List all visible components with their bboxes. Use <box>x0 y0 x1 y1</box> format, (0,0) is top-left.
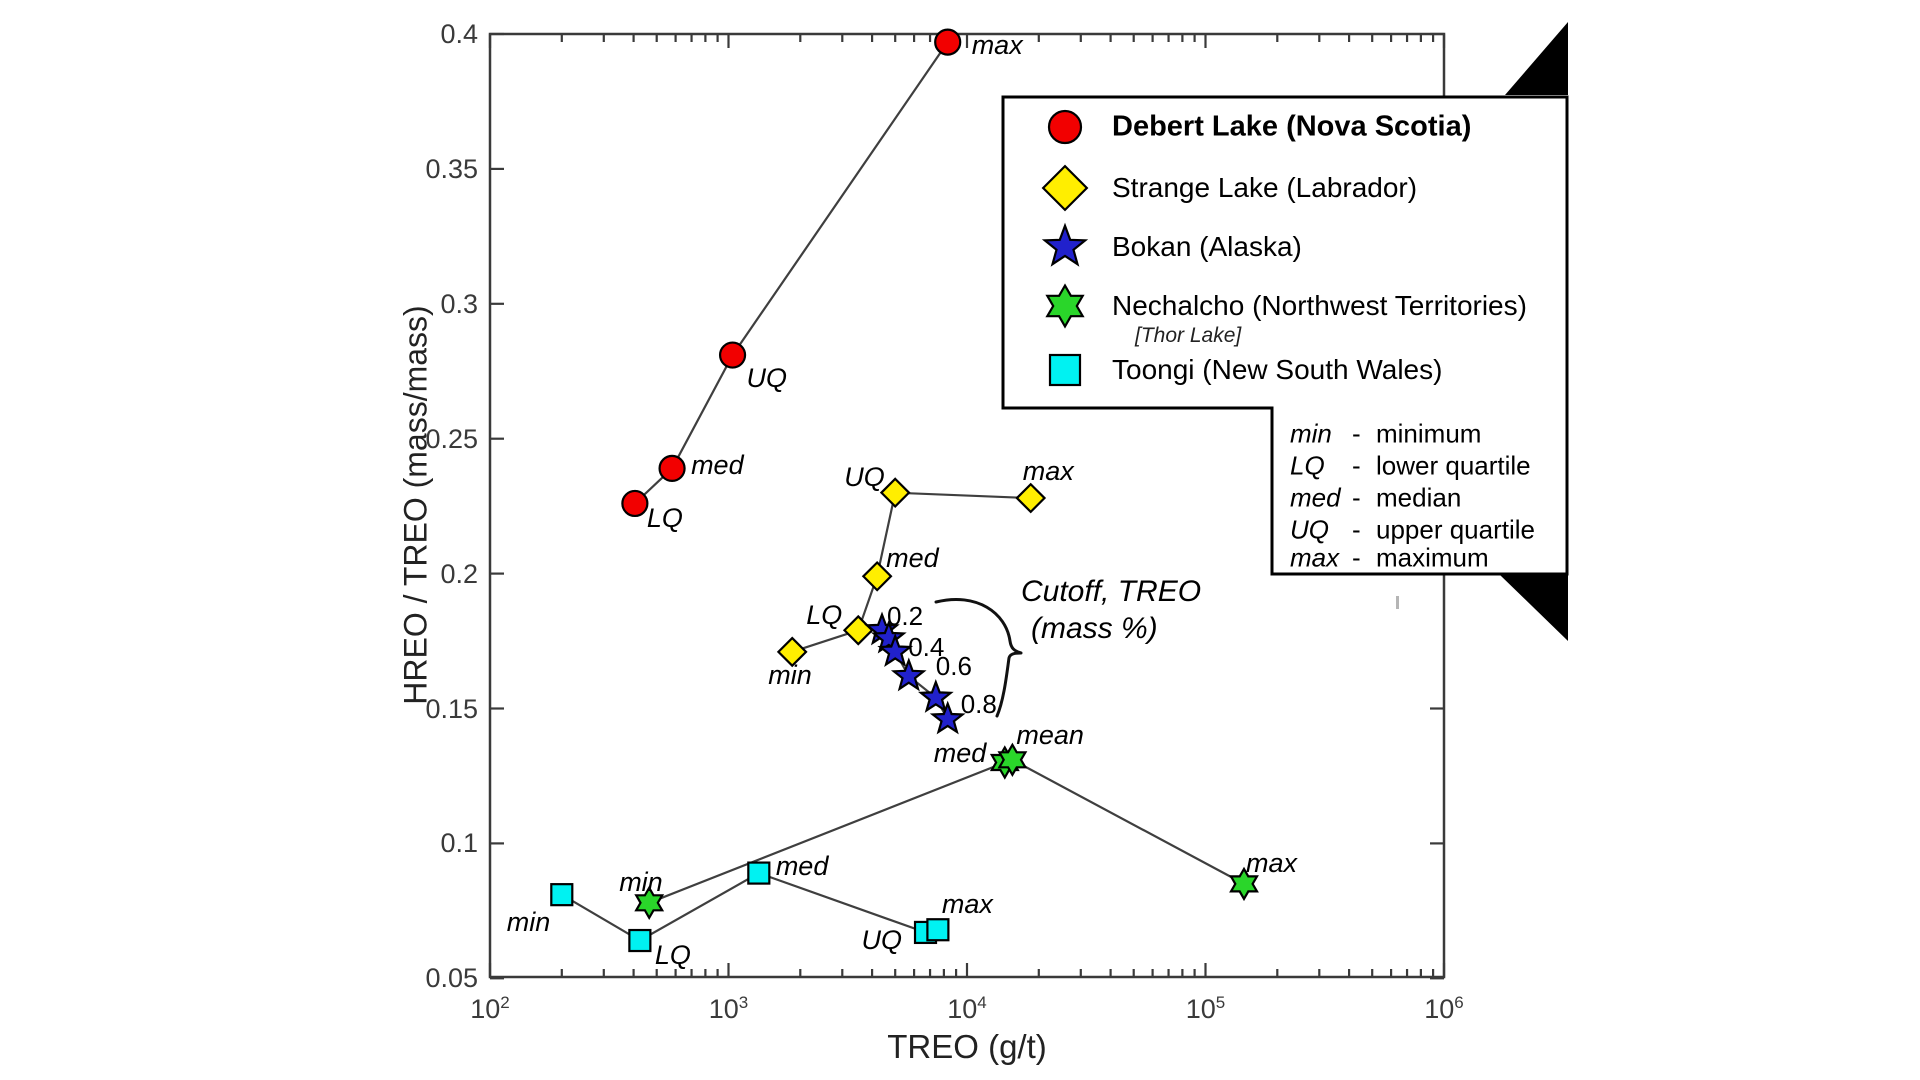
definition-LQ: LQ - lower quartile <box>1290 450 1531 481</box>
y-tick-label: 0.1 <box>440 828 478 859</box>
point-label-med: med <box>933 738 987 769</box>
axis-ticks <box>488 32 1446 980</box>
legend-label-1: Debert Lake (Nova Scotia) <box>1112 110 1472 143</box>
y-tick-label: 0.15 <box>425 693 478 724</box>
point-UQ <box>879 477 911 509</box>
point-unlabeled <box>870 619 907 654</box>
point-label-0.6: 0.6 <box>935 651 972 682</box>
definition-UQ: UQ - upper quartile <box>1290 514 1535 545</box>
x-axis-title: TREO (g/t) <box>887 1028 1047 1065</box>
legend-label-4: Nechalcho (Northwest Territories) <box>1112 290 1527 321</box>
point-max <box>1015 482 1047 514</box>
legend-label-3: Bokan (Alaska) <box>1112 231 1302 262</box>
point-LQ <box>842 614 874 646</box>
point-label-LQ: LQ <box>806 600 843 631</box>
y-tick-label: 0.4 <box>440 19 478 49</box>
point-UQ <box>718 341 747 369</box>
point-label-UQ: UQ <box>746 363 788 394</box>
point-label-max: max <box>971 30 1023 61</box>
series-debert-lake-nova-scotia- <box>634 41 949 505</box>
legend-label-2: Strange Lake (Labrador) <box>1112 172 1418 203</box>
point-min <box>634 885 665 921</box>
markers-debert-lake-nova-scotia- <box>621 28 962 518</box>
corner-triangle-bottom <box>1500 575 1568 641</box>
point-label-0.2: 0.2 <box>886 601 924 632</box>
x-tick-label: 105 <box>1185 993 1226 1024</box>
point-label-med: med <box>691 450 744 481</box>
x-tick-label: 104 <box>947 993 987 1024</box>
definition-med: med - median <box>1290 482 1462 513</box>
definition-min: min - minimum <box>1290 418 1482 449</box>
series-nechalcho-northwest-territories-thor-lake- <box>648 758 1245 904</box>
point-label-UQ: UQ <box>844 461 885 492</box>
point-min <box>776 636 808 668</box>
point-med <box>747 861 771 885</box>
x-tick-label: 106 <box>1424 993 1464 1024</box>
x-tick-label: 102 <box>470 993 510 1024</box>
point-LQ <box>621 489 649 518</box>
point-mean <box>997 742 1028 778</box>
x-tick-label: 103 <box>708 993 749 1024</box>
point-label-0.8: 0.8 <box>960 689 997 720</box>
legend-sublabel: [Thor Lake] <box>1135 324 1242 347</box>
point-label-LQ: LQ <box>646 503 683 534</box>
point-max <box>926 918 950 942</box>
point-label-med: med <box>775 851 829 882</box>
point-label-mean: mean <box>1016 719 1084 750</box>
point-label-max: max <box>941 888 993 919</box>
markers-bokan-alaska- <box>864 611 966 735</box>
point-label-min: min <box>768 659 812 690</box>
definition-max: max - maximum <box>1290 542 1489 573</box>
stray-mark <box>1396 596 1399 609</box>
series-line <box>648 758 1245 904</box>
corner-triangle-top <box>1505 22 1568 95</box>
y-tick-label: 0.25 <box>425 423 478 454</box>
point-0.4 <box>877 633 914 668</box>
y-tick-label: 0.35 <box>425 153 478 184</box>
point-max <box>934 28 962 56</box>
y-axis-title: HREO / TREO (mass/mass) <box>397 305 434 705</box>
point-label-min: min <box>619 866 663 897</box>
point-label-0.4: 0.4 <box>908 631 945 662</box>
y-tick-label: 0.05 <box>425 963 478 994</box>
legend-label-5: Toongi (New South Wales) <box>1112 354 1443 385</box>
point-label-LQ: LQ <box>654 939 691 970</box>
markers-nechalcho-northwest-territories-thor-lake- <box>634 742 1259 921</box>
point-LQ <box>628 928 652 953</box>
cutoff-annotation-line1: Cutoff, TREO <box>1021 575 1202 608</box>
decor-layer <box>934 22 1568 718</box>
point-0.8 <box>929 700 966 735</box>
point-label-med: med <box>886 543 939 574</box>
point-label-min: min <box>506 906 551 937</box>
cutoff-annotation-line2: (mass %) <box>1031 612 1158 645</box>
series-line <box>634 41 949 505</box>
markers-toongi-new-south-wales- <box>550 861 950 953</box>
point-min <box>550 883 574 907</box>
point-label-max: max <box>1022 456 1074 487</box>
point-unlabeled <box>918 678 954 713</box>
y-tick-label: 0.2 <box>440 558 478 589</box>
cutoff-brace <box>934 597 1023 718</box>
point-0.6 <box>890 657 927 692</box>
point-max <box>1229 866 1259 902</box>
point-med <box>861 560 893 592</box>
point-med <box>658 454 686 482</box>
point-label-UQ: UQ <box>861 925 903 956</box>
y-tick-label: 0.3 <box>440 288 478 319</box>
point-label-max: max <box>1245 847 1297 878</box>
